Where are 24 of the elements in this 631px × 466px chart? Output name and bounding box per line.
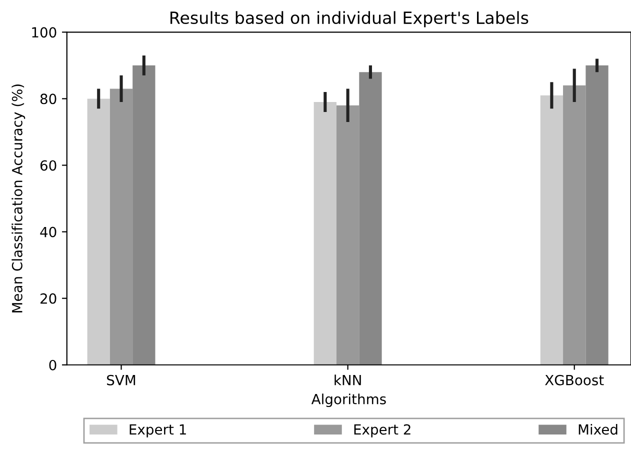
bar <box>87 98 110 365</box>
y-tick-label: 100 <box>32 27 56 38</box>
bar <box>359 72 382 365</box>
bar <box>336 105 360 365</box>
bar <box>563 85 586 365</box>
bar <box>110 88 133 365</box>
y-tick-label: 0 <box>49 360 56 370</box>
y-tick-label: 60 <box>40 160 56 171</box>
x-tick-label: kNN <box>334 374 361 386</box>
chart-title: Results based on individual Expert's Labels <box>170 11 528 28</box>
legend-label: Mixed <box>578 424 618 435</box>
bar <box>586 65 608 365</box>
legend-label: Expert 2 <box>354 424 410 438</box>
y-axis-title: Mean Classification Accuracy (%) <box>12 84 26 312</box>
y-tick-label: 20 <box>40 293 56 304</box>
x-axis-title: Algorithms <box>311 394 386 408</box>
x-tick-label: XGBoost <box>545 374 604 386</box>
y-tick-label: 40 <box>40 226 56 238</box>
bar <box>540 95 564 365</box>
bar <box>314 102 336 365</box>
x-tick-label: SVM <box>107 374 136 386</box>
y-tick-label: 80 <box>40 94 56 104</box>
bar <box>132 65 156 365</box>
legend-label: Expert 1 <box>130 424 186 438</box>
